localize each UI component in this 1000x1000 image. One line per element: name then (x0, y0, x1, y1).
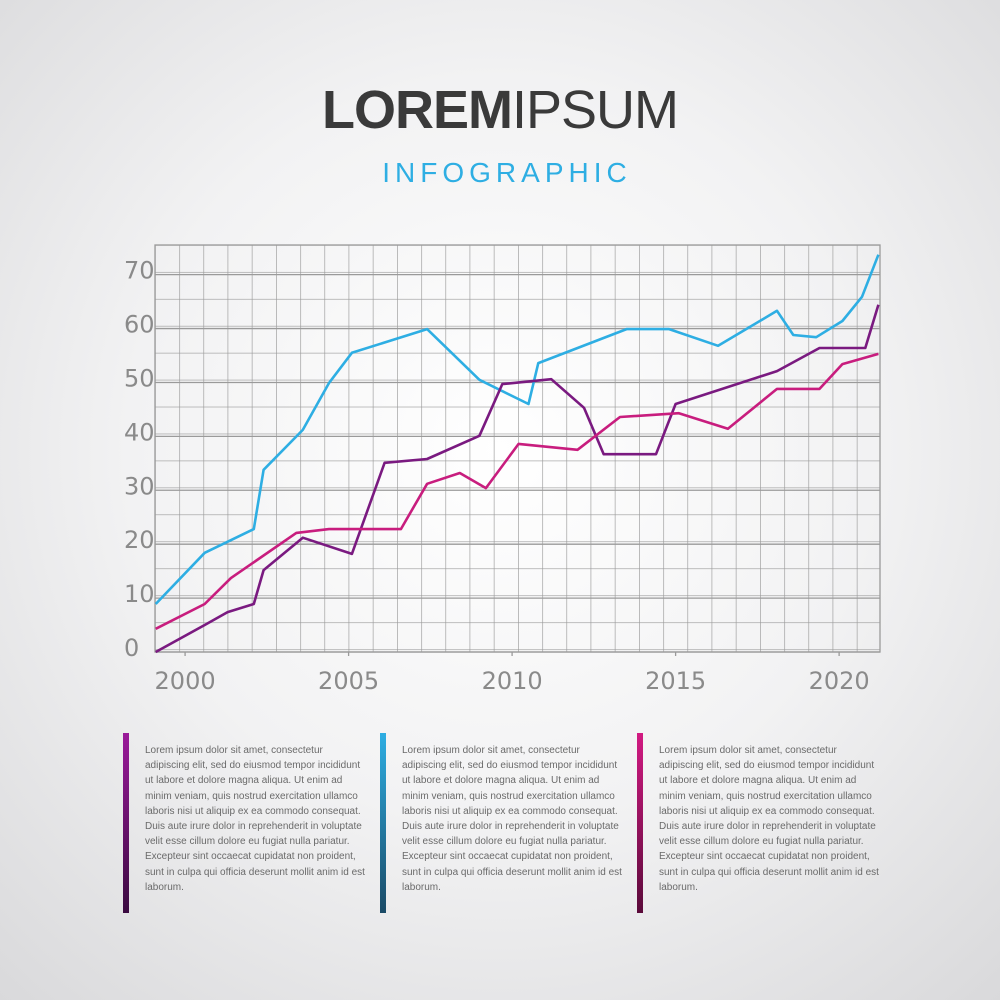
y-tick-label: 40 (124, 418, 155, 446)
x-tick-label: 2020 (809, 667, 870, 695)
paragraph: Lorem ipsum dolor sit amet, consectetur … (659, 745, 879, 893)
y-tick-label: 20 (124, 526, 155, 554)
accent-bar (637, 733, 643, 913)
paragraph: Lorem ipsum dolor sit amet, consectetur … (145, 745, 365, 893)
x-tick-label: 2015 (645, 667, 706, 695)
y-tick-label: 30 (124, 472, 155, 500)
y-tick-label: 70 (124, 257, 155, 285)
title: LOREMIPSUM (322, 80, 678, 140)
y-tick-label: 50 (124, 364, 155, 392)
series-line (154, 254, 880, 605)
series-line (155, 304, 880, 654)
title-light: IPSUM (512, 80, 678, 140)
x-tick-label: 2005 (318, 667, 379, 695)
series-line (155, 352, 879, 630)
accent-bar (380, 733, 386, 913)
y-tick-label: 60 (124, 311, 155, 339)
subtitle: INFOGRAPHIC (382, 157, 631, 188)
accent-bar (123, 733, 129, 913)
title-bold: LOREM (322, 80, 512, 140)
plot-grid (154, 244, 881, 653)
y-tick-label: 10 (124, 580, 155, 608)
x-tick-label: 2000 (155, 667, 216, 695)
y-tick-label: 0 (124, 634, 139, 662)
x-tick-label: 2010 (482, 667, 543, 695)
paragraph: Lorem ipsum dolor sit amet, consectetur … (402, 745, 622, 893)
